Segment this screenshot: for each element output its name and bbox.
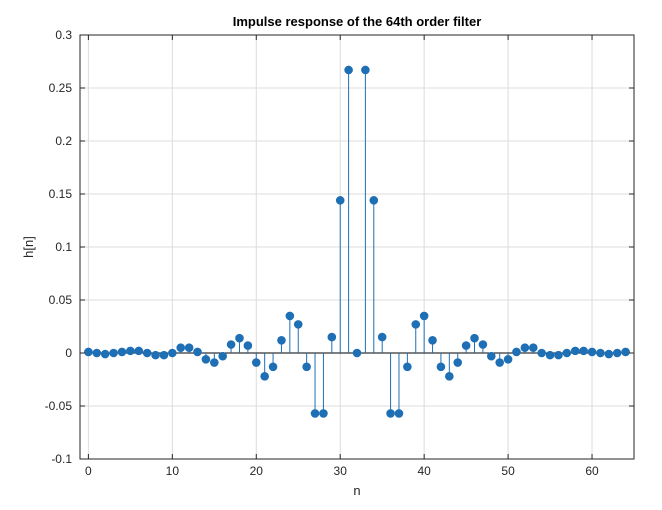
stem-marker xyxy=(512,347,521,357)
stem-marker xyxy=(445,372,454,381)
stem-marker xyxy=(159,350,169,360)
x-tick-label: 30 xyxy=(334,464,348,478)
stem-marker xyxy=(151,350,160,360)
stem-marker xyxy=(377,332,387,342)
y-tick-label: -0.05 xyxy=(45,399,73,413)
stem-marker xyxy=(168,348,177,358)
stem-marker xyxy=(419,311,429,321)
x-tick-label: 40 xyxy=(417,464,431,478)
y-tick-label: 0 xyxy=(65,346,72,360)
stem-marker xyxy=(243,341,253,350)
stem-marker xyxy=(268,362,278,372)
stem-marker xyxy=(176,343,186,353)
stem-marker xyxy=(327,332,337,342)
stem-marker xyxy=(537,348,546,358)
stem-marker xyxy=(369,196,379,205)
stem-marker xyxy=(386,409,395,418)
stem-marker xyxy=(478,340,488,349)
stem-marker xyxy=(436,362,446,372)
stem-marker xyxy=(184,343,194,353)
stem-marker xyxy=(487,351,496,361)
stem-marker xyxy=(277,335,286,345)
stem-marker xyxy=(142,348,152,358)
stem-marker xyxy=(470,333,479,343)
stem-marker xyxy=(596,348,605,358)
stem-series xyxy=(84,65,630,418)
y-tick-label: 0.15 xyxy=(49,187,73,201)
y-tick-label: 0.3 xyxy=(55,28,72,42)
y-tick-label: 0.25 xyxy=(49,81,73,95)
stem-marker xyxy=(92,348,102,358)
stem-marker xyxy=(84,347,93,357)
stem-marker xyxy=(503,355,513,364)
stem-marker xyxy=(570,346,580,356)
stem-marker xyxy=(251,358,261,367)
stem-marker xyxy=(453,358,463,367)
stem-marker xyxy=(100,349,110,359)
stem-marker xyxy=(495,358,504,367)
x-tick-label: 50 xyxy=(501,464,515,478)
stem-marker xyxy=(579,346,588,356)
stem-marker xyxy=(344,65,353,75)
y-axis-label: h[n] xyxy=(21,236,36,258)
stem-marker xyxy=(193,347,202,357)
stem-marker xyxy=(201,355,211,364)
x-tick-label: 60 xyxy=(585,464,599,478)
stem-marker xyxy=(285,311,295,321)
stem-marker xyxy=(126,346,135,356)
stem-marker xyxy=(319,409,328,418)
stem-marker xyxy=(604,349,614,359)
stem-marker xyxy=(310,409,320,418)
stem-marker xyxy=(302,362,311,372)
stem-marker xyxy=(587,347,597,357)
stem-marker xyxy=(411,320,421,329)
stem-marker xyxy=(461,341,471,350)
stem-marker xyxy=(352,348,362,358)
stem-marker xyxy=(554,350,563,360)
y-tick-label: -0.1 xyxy=(51,452,72,466)
y-tick-label: 0.05 xyxy=(49,293,73,307)
x-axis-label: n xyxy=(353,483,360,498)
stem-marker xyxy=(134,346,144,356)
stem-marker xyxy=(226,340,236,349)
x-tick-label: 10 xyxy=(166,464,180,478)
axis-ticks: 0 10 20 30 40 50 60 -0.1 -0.05 0 0.05 0.1 0.15 0.2 0.2… xyxy=(45,28,634,478)
stem-marker xyxy=(210,358,219,367)
x-tick-label: 0 xyxy=(85,464,92,478)
stem-marker xyxy=(260,372,269,381)
x-tick-label: 20 xyxy=(250,464,264,478)
stem-marker xyxy=(218,351,227,361)
stem-marker xyxy=(117,347,127,357)
stem-marker xyxy=(335,196,345,205)
stem-marker xyxy=(394,409,404,418)
stem-marker xyxy=(361,65,370,75)
stem-marker xyxy=(109,348,118,358)
stem-marker xyxy=(403,362,412,372)
stem-marker xyxy=(235,333,244,343)
stem-marker xyxy=(612,348,622,358)
stem-marker xyxy=(545,350,555,360)
stem-marker xyxy=(562,348,572,358)
stem-marker xyxy=(528,343,538,353)
stem-marker xyxy=(293,320,303,329)
stem-marker xyxy=(428,335,437,345)
stem-marker xyxy=(520,343,530,353)
stem-marker xyxy=(621,347,630,357)
chart-title: Impulse response of the 64th order filte… xyxy=(233,14,482,29)
y-tick-label: 0.1 xyxy=(55,240,72,254)
y-tick-label: 0.2 xyxy=(55,134,72,148)
